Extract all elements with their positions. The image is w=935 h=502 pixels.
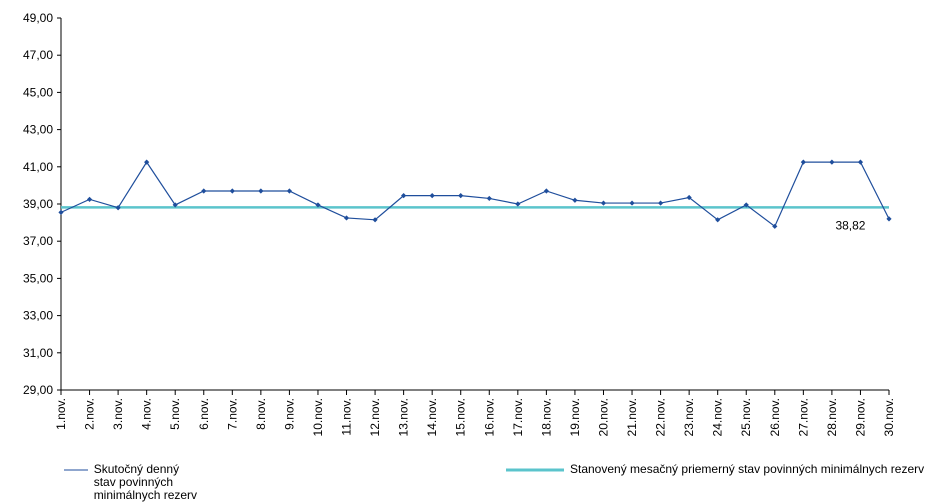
x-tick-label: 17.nov. <box>511 398 525 436</box>
x-tick-label: 21.nov. <box>625 398 639 436</box>
y-tick-label: 31,00 <box>23 346 53 360</box>
x-tick-label: 13.nov. <box>397 398 411 436</box>
x-tick-label: 15.nov. <box>454 398 468 436</box>
data-point <box>86 196 93 202</box>
x-tick-label: 24.nov. <box>711 398 725 436</box>
x-tick-label: 16.nov. <box>482 398 496 436</box>
y-tick-label: 33,00 <box>23 309 53 323</box>
series-line-actual <box>60 161 890 228</box>
y-tick-label: 47,00 <box>23 48 53 62</box>
x-tick-label: 10.nov. <box>311 398 325 436</box>
x-tick-label: 2.nov. <box>83 398 97 430</box>
x-tick-label: 30.nov. <box>882 398 896 436</box>
legend-label-actual: Skutočný denný stav povinných minimálnyc… <box>93 462 198 502</box>
data-point <box>144 159 150 165</box>
y-axis: 29,00 31,00 33,00 35,00 37,00 39,00 41,00 43,00… <box>23 11 62 397</box>
legend-item-required: Stanovený mesačný priemerný stav povinný… <box>506 463 935 476</box>
x-tick-label: 23.nov. <box>682 398 696 436</box>
y-tick-label: 39,00 <box>23 197 53 211</box>
data-point <box>772 223 778 229</box>
x-tick-label: 20.nov. <box>596 398 610 436</box>
data-point <box>115 205 121 211</box>
x-axis: 1.nov. 2.nov. 3.nov. 4.nov. 5.nov. 6.nov. 7.no… <box>54 389 896 436</box>
x-tick-label: 6.nov. <box>197 398 211 430</box>
x-tick-label: 19.nov. <box>568 398 582 436</box>
x-tick-label: 7.nov. <box>225 398 239 430</box>
x-tick-label: 14.nov. <box>425 398 439 436</box>
y-tick-label: 45,00 <box>23 85 53 99</box>
data-point <box>715 217 721 223</box>
data-point <box>172 202 178 208</box>
data-point <box>515 201 521 207</box>
legend-swatch-required <box>506 468 564 472</box>
x-tick-label: 11.nov. <box>340 398 354 436</box>
y-tick-label: 29,00 <box>23 383 53 397</box>
x-tick-label: 8.nov. <box>254 398 268 430</box>
y-tick-label: 41,00 <box>23 160 53 174</box>
y-tick-label: 49,00 <box>23 11 53 25</box>
data-point <box>743 202 749 208</box>
data-point <box>429 193 435 199</box>
x-tick-label: 12.nov. <box>368 398 382 436</box>
data-point <box>800 159 806 165</box>
x-tick-label: 4.nov. <box>140 398 154 430</box>
legend-label-required: Stanovený mesačný priemerný stav povinný… <box>570 462 925 476</box>
data-point <box>401 193 407 199</box>
data-point <box>343 215 350 221</box>
data-point <box>657 200 664 206</box>
data-point <box>629 200 635 206</box>
data-point <box>686 194 692 201</box>
legend-item-actual: Skutočný denný stav povinných minimálnyc… <box>64 463 199 502</box>
data-point <box>372 217 378 223</box>
x-tick-label: 22.nov. <box>654 398 668 436</box>
data-point <box>543 188 549 194</box>
data-point <box>458 193 464 199</box>
annotation-label: 38,82 <box>835 218 865 232</box>
data-point <box>486 195 492 202</box>
data-point <box>572 197 578 203</box>
series-layer <box>58 159 892 229</box>
legend-swatch-actual <box>64 469 88 471</box>
data-point <box>829 159 835 165</box>
y-tick-label: 35,00 <box>23 271 53 285</box>
x-tick-label: 1.nov. <box>54 398 68 430</box>
y-tick-label: 43,00 <box>23 123 53 137</box>
x-tick-label: 9.nov. <box>282 398 296 430</box>
x-tick-label: 3.nov. <box>111 398 125 430</box>
x-tick-label: 27.nov. <box>796 398 810 436</box>
data-point <box>201 188 207 194</box>
data-point <box>857 159 864 165</box>
data-point <box>886 216 892 222</box>
y-tick-label: 37,00 <box>23 234 53 248</box>
data-point <box>229 188 235 194</box>
x-tick-label: 26.nov. <box>768 398 782 436</box>
x-tick-label: 25.nov. <box>739 398 753 436</box>
data-point <box>258 188 264 194</box>
x-tick-label: 5.nov. <box>168 398 182 430</box>
x-tick-label: 29.nov. <box>853 398 867 436</box>
annotation-layer: 38,82 <box>835 218 865 232</box>
x-tick-label: 28.nov. <box>825 398 839 436</box>
data-point <box>315 202 321 208</box>
data-point <box>286 188 293 194</box>
data-point <box>58 209 64 215</box>
data-point <box>600 200 607 206</box>
x-tick-label: 18.nov. <box>539 398 553 436</box>
